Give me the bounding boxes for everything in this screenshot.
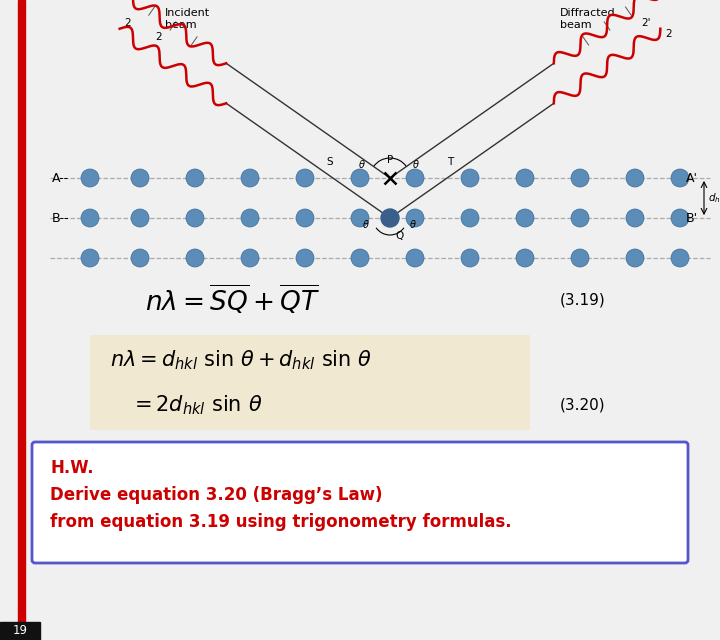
Circle shape — [296, 169, 314, 187]
Circle shape — [186, 209, 204, 227]
Circle shape — [406, 169, 424, 187]
FancyBboxPatch shape — [90, 335, 530, 430]
Circle shape — [671, 209, 689, 227]
Circle shape — [351, 169, 369, 187]
Text: A--: A-- — [52, 172, 69, 184]
Circle shape — [81, 209, 99, 227]
Text: 2: 2 — [665, 29, 672, 38]
Text: (3.19): (3.19) — [560, 292, 606, 307]
Circle shape — [296, 209, 314, 227]
Text: $n\lambda = \overline{SQ} + \overline{QT}$: $n\lambda = \overline{SQ} + \overline{QT… — [145, 283, 320, 317]
Circle shape — [131, 169, 149, 187]
Text: S: S — [327, 157, 333, 167]
Text: $\theta$: $\theta$ — [359, 158, 366, 170]
Text: $n\lambda = d_{hkl}\ \mathrm{sin}\ \theta + d_{hkl}\ \mathrm{sin}\ \theta$: $n\lambda = d_{hkl}\ \mathrm{sin}\ \thet… — [110, 348, 372, 372]
Circle shape — [671, 249, 689, 267]
Text: Incident: Incident — [165, 8, 210, 18]
Circle shape — [406, 209, 424, 227]
Circle shape — [351, 249, 369, 267]
Circle shape — [131, 249, 149, 267]
Circle shape — [516, 209, 534, 227]
Text: $= 2d_{hkl}\ \mathrm{sin}\ \theta$: $= 2d_{hkl}\ \mathrm{sin}\ \theta$ — [130, 393, 262, 417]
Text: (3.20): (3.20) — [560, 397, 606, 413]
Circle shape — [461, 169, 479, 187]
Circle shape — [186, 249, 204, 267]
Circle shape — [516, 249, 534, 267]
Circle shape — [571, 249, 589, 267]
Circle shape — [131, 209, 149, 227]
Text: T: T — [447, 157, 454, 167]
Text: $\theta$: $\theta$ — [362, 218, 370, 230]
Circle shape — [516, 169, 534, 187]
Text: H.W.: H.W. — [50, 459, 94, 477]
Circle shape — [241, 169, 259, 187]
Circle shape — [571, 209, 589, 227]
Circle shape — [626, 209, 644, 227]
Text: B--: B-- — [52, 211, 70, 225]
Circle shape — [381, 209, 399, 227]
Bar — [18, 0, 25, 640]
Circle shape — [296, 249, 314, 267]
Text: 2': 2' — [641, 18, 650, 28]
Text: $d_{hkl}$: $d_{hkl}$ — [708, 191, 720, 205]
Circle shape — [186, 169, 204, 187]
Text: beam: beam — [560, 20, 592, 30]
Text: $\theta$: $\theta$ — [412, 158, 420, 170]
Circle shape — [81, 249, 99, 267]
Text: Derive equation 3.20 (Bragg’s Law): Derive equation 3.20 (Bragg’s Law) — [50, 486, 382, 504]
FancyBboxPatch shape — [32, 442, 688, 563]
Circle shape — [626, 169, 644, 187]
Text: beam: beam — [165, 20, 197, 30]
Text: Diffracted: Diffracted — [560, 8, 616, 18]
Text: $\theta$: $\theta$ — [409, 218, 417, 230]
Bar — [0, 622, 40, 640]
Circle shape — [671, 169, 689, 187]
Text: from equation 3.19 using trigonometry formulas.: from equation 3.19 using trigonometry fo… — [50, 513, 512, 531]
Circle shape — [571, 169, 589, 187]
Text: 19: 19 — [12, 625, 27, 637]
Circle shape — [241, 249, 259, 267]
Circle shape — [81, 169, 99, 187]
Text: A': A' — [686, 172, 698, 184]
Text: Q: Q — [395, 231, 403, 241]
Circle shape — [406, 249, 424, 267]
Text: 2: 2 — [155, 32, 161, 42]
Circle shape — [351, 209, 369, 227]
Text: B': B' — [686, 211, 698, 225]
Text: P: P — [387, 155, 393, 165]
Circle shape — [461, 249, 479, 267]
Text: 2: 2 — [125, 18, 131, 28]
Circle shape — [461, 209, 479, 227]
Circle shape — [626, 249, 644, 267]
Circle shape — [241, 209, 259, 227]
